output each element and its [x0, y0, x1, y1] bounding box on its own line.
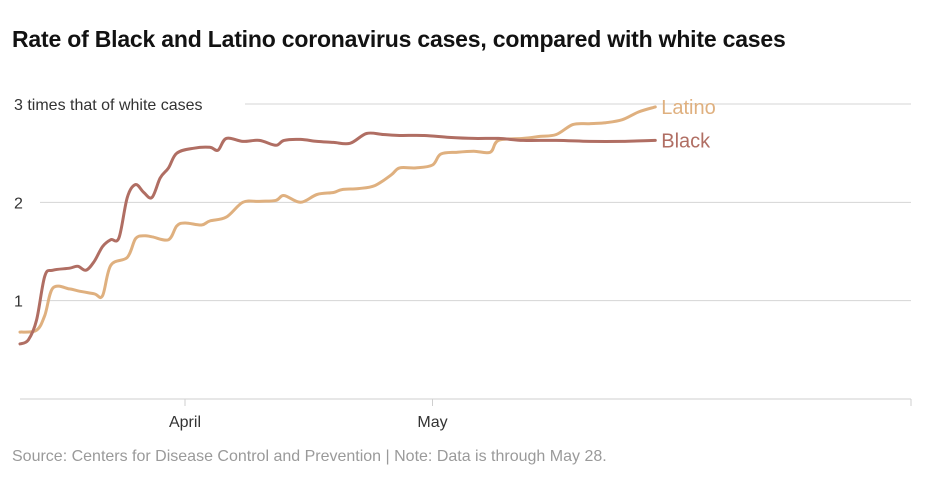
y-tick-label: 3 times that of white cases	[14, 97, 203, 114]
series-label-latino: Latino	[661, 97, 716, 119]
y-tick-label: 2	[14, 195, 23, 212]
x-tick-label: May	[417, 414, 447, 431]
chart-title: Rate of Black and Latino coronavirus cas…	[12, 26, 786, 52]
source-note: Source: Centers for Disease Control and …	[12, 448, 607, 465]
line-chart: 1 2 3 times that of white cases April May L…	[14, 97, 912, 431]
series-line-black	[18, 131, 657, 346]
series-label-black: Black	[661, 130, 711, 152]
x-tick-label: April	[169, 414, 201, 431]
series-line-latino	[18, 105, 657, 334]
y-tick-label: 1	[14, 294, 23, 311]
